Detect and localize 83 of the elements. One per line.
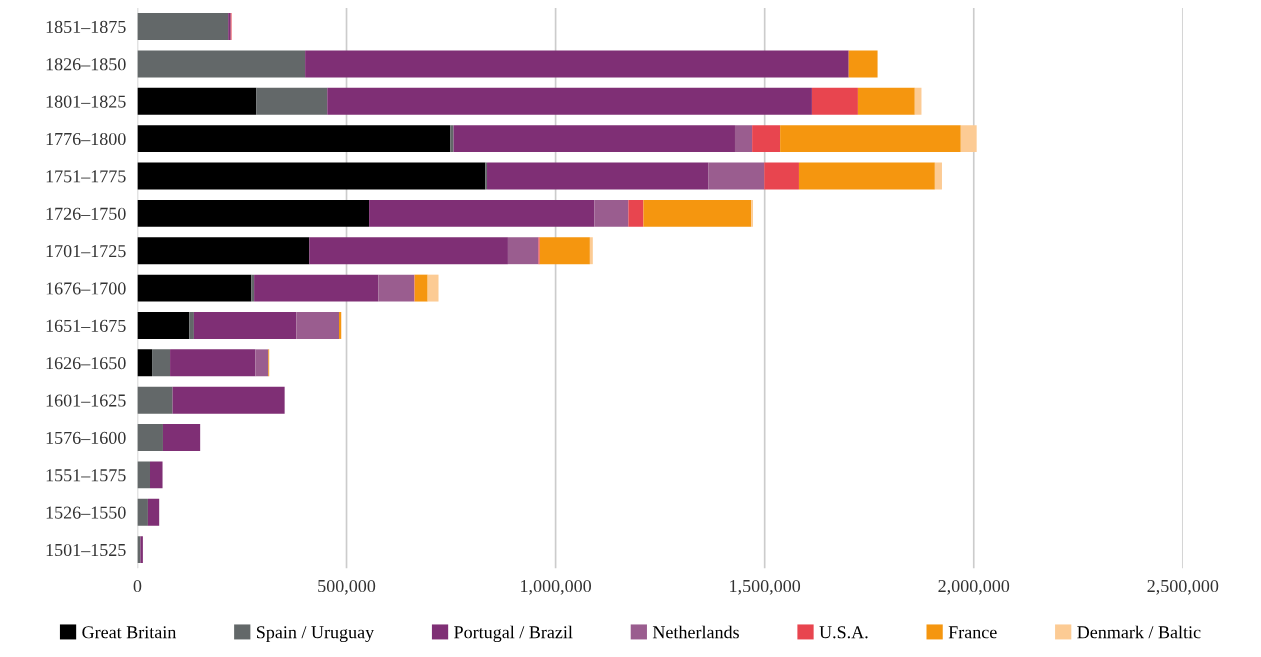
bar [734, 125, 753, 153]
bar [369, 199, 595, 227]
x-tick-label: 500,000 [318, 579, 376, 595]
x-tick-label: 1,000,000 [521, 579, 592, 595]
bar [507, 237, 539, 265]
bar [255, 349, 269, 377]
bar [589, 237, 593, 265]
y-tick-label: 1526–1550 [46, 506, 126, 519]
bar [296, 312, 339, 339]
bar [137, 274, 252, 302]
bar [798, 162, 935, 190]
legend-label: Denmark / Baltic [1077, 625, 1201, 639]
y-tick-label: 1501–1525 [46, 543, 126, 557]
bar [137, 87, 257, 115]
bar [453, 125, 735, 153]
bar [137, 125, 451, 153]
bar [327, 87, 812, 115]
bar [152, 349, 171, 377]
bar [487, 162, 709, 190]
bar [170, 349, 256, 377]
bar [172, 386, 285, 414]
legend-label: France [948, 626, 997, 639]
bar [628, 199, 644, 227]
bar [254, 274, 379, 302]
x-tick-label: 2,000,000 [938, 579, 1010, 595]
y-tick-label: 1651–1675 [46, 319, 126, 332]
bar [137, 424, 163, 451]
y-tick-label: 1551–1575 [46, 469, 126, 482]
bar [764, 162, 799, 190]
bar [137, 461, 150, 489]
y-tick-label: 1576–1600 [46, 431, 126, 444]
bar [137, 13, 229, 41]
bar [305, 50, 849, 78]
y-tick-label: 1826–1850 [46, 58, 126, 71]
bar [137, 50, 306, 78]
bar [137, 349, 153, 377]
bar [539, 237, 590, 265]
x-tick-label: 2,500,000 [1147, 579, 1219, 595]
legend-label: Great Britain [82, 626, 177, 639]
bar [137, 237, 310, 265]
bar [137, 199, 370, 227]
bar [251, 274, 255, 302]
bar [811, 87, 858, 115]
y-tick-label: 1726–1750 [46, 207, 126, 220]
bar [414, 274, 428, 302]
bar [643, 199, 752, 227]
bar [256, 87, 328, 115]
bar [147, 498, 160, 526]
bar [189, 312, 194, 339]
bar [309, 237, 508, 265]
bar [752, 125, 781, 153]
legend-label: Portugal / Brazil [454, 625, 573, 643]
bar [427, 274, 439, 302]
x-tick-label: 1,500,000 [730, 579, 801, 595]
legend-label: U.S.A. [819, 626, 868, 639]
bar [137, 386, 173, 414]
y-tick-label: 1601–1625 [46, 394, 126, 407]
bar [914, 87, 922, 115]
y-tick-label: 1626–1650 [46, 357, 126, 370]
bar [137, 312, 190, 339]
bar [378, 274, 415, 302]
y-tick-label: 1851–1875 [46, 20, 126, 34]
legend-label: Netherlands [652, 625, 739, 639]
bar [960, 125, 977, 153]
bar [162, 424, 201, 451]
bar [594, 199, 629, 227]
bar [149, 461, 163, 489]
bar [780, 125, 961, 153]
y-tick-label: 1801–1825 [46, 95, 126, 108]
bar [708, 162, 765, 190]
x-tick-label: 0 [133, 579, 142, 593]
bar [137, 162, 486, 190]
bar [857, 87, 915, 115]
y-tick-label: 1776–1800 [46, 132, 126, 146]
bar [137, 498, 148, 526]
bar [848, 50, 878, 78]
bar [934, 162, 942, 190]
bar [450, 125, 454, 153]
y-tick-label: 1701–1725 [46, 244, 126, 258]
y-tick-label: 1676–1700 [46, 282, 126, 295]
bar [193, 312, 297, 339]
y-tick-label: 1751–1775 [46, 170, 126, 183]
legend-label: Spain / Uruguay [257, 626, 375, 643]
